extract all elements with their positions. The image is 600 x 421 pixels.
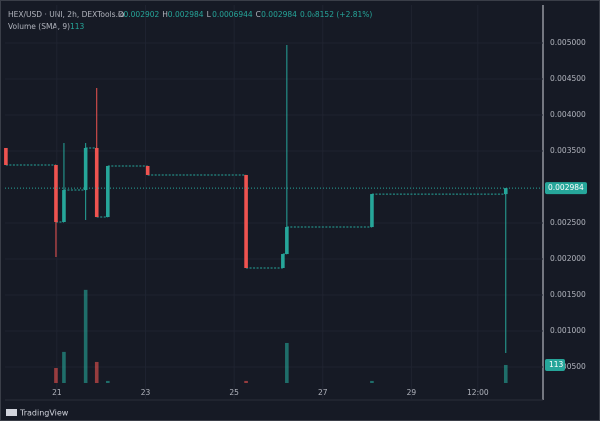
candle-body [62,190,66,223]
volume-bar [285,342,289,383]
logo-icon [6,409,17,416]
ohlc-value: 0.002984 [261,10,297,19]
y-tick-label: 0.000500 [550,362,586,371]
y-tick-label: 0.002000 [550,254,586,263]
y-tick-label: 0.001500 [550,290,586,299]
volume-bar [370,380,374,383]
y-tick-label: 0.003500 [550,146,586,155]
volume-title: Volume (SMA, 9) [8,22,70,31]
ohlc-value: 0.002984 [168,10,204,19]
candle-body [281,254,285,269]
volume-bar [106,380,110,383]
volume-bar [54,368,58,383]
candle-body [4,147,8,165]
ohlc-letter: O [118,10,124,19]
x-tick-label: 25 [229,388,239,397]
chart-title: HEX/USD · UNI, 2h, DEXTools.io [8,10,125,19]
ohlc-letter: H [162,10,168,19]
x-tick-label: 23 [141,388,151,397]
volume-bar [83,289,88,383]
x-tick-label: 29 [407,388,417,397]
y-tick-label: 0.004500 [550,74,586,83]
x-tick-label: 27 [318,388,328,397]
price-badge [545,182,587,195]
x-tick-label: 21 [52,388,62,397]
volume-bar [62,351,66,383]
y-tick-label: 0.004000 [550,110,586,119]
change: 0.0₀8152 (+2.81%) [300,10,372,19]
volume-bar [244,380,248,383]
header: HEX/USD · UNI, 2h, DEXTools.io [8,10,125,19]
volume-bar [503,364,508,383]
volume-badge-label: 113 [549,360,564,369]
volume-bar [94,361,99,383]
candle-body [145,165,150,175]
candle-body [285,227,289,255]
volume-value: 113 [70,22,85,31]
ohlc-letter: C [256,10,261,19]
ohlc-letter: L [207,10,212,19]
price-badge-label: 0.002984 [548,183,584,192]
brand: TradingView [19,409,69,418]
candle-body [370,194,374,228]
volume-badge [545,358,565,371]
candle-body [503,188,508,195]
candle-body [106,165,110,218]
ohlc-value: 0.002902 [124,10,160,19]
candle-body [83,147,88,191]
candle-body [244,174,248,269]
y-tick-label: 0.002500 [550,218,586,227]
y-tick-label: 0.001000 [550,326,586,335]
y-tick-label: 0.005000 [550,38,586,47]
candle-body [94,147,99,218]
x-tick-label: 12:00 [467,388,489,397]
brand-logo: TradingView [6,409,69,418]
candle-body [54,164,58,223]
ohlc-value: 0.0006944 [212,10,253,19]
